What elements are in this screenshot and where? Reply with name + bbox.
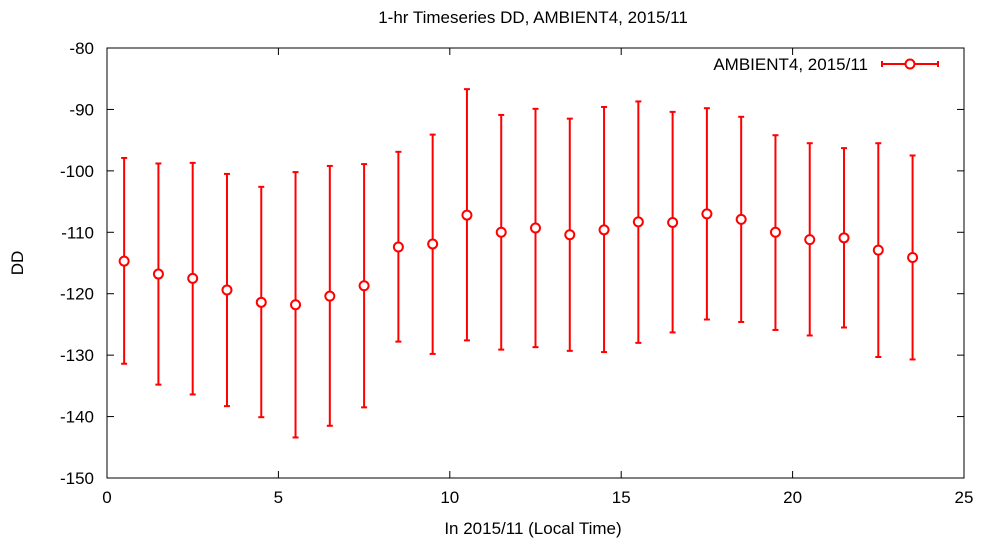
data-point <box>907 154 919 361</box>
point-marker <box>495 226 507 238</box>
data-point <box>667 110 679 334</box>
data-point <box>461 88 473 342</box>
data-point <box>598 105 610 354</box>
point-marker <box>667 216 679 228</box>
point-marker <box>735 213 747 225</box>
data-point <box>495 113 507 351</box>
x-ticks: 0 5 10 15 20 25 <box>102 48 973 507</box>
x-tick-label: 20 <box>783 488 802 507</box>
data-point <box>564 117 576 352</box>
point-marker <box>907 251 919 263</box>
point-marker <box>804 234 816 246</box>
data-point <box>290 171 302 439</box>
data-point <box>872 142 884 358</box>
point-marker <box>598 224 610 236</box>
series-group <box>118 88 919 439</box>
data-point <box>118 156 130 365</box>
data-point <box>358 163 370 409</box>
y-axis-label: DD <box>8 251 27 276</box>
data-point <box>838 147 850 329</box>
data-point <box>530 107 541 349</box>
y-tick-label: -120 <box>60 285 94 304</box>
data-point <box>769 134 781 331</box>
point-marker <box>187 272 199 284</box>
x-tick-label: 25 <box>955 488 974 507</box>
point-marker <box>701 208 713 220</box>
y-tick-label: -150 <box>60 469 94 488</box>
x-axis-label: In 2015/11 (Local Time) <box>444 519 621 538</box>
point-marker <box>427 238 439 250</box>
point-marker <box>152 268 164 280</box>
data-point <box>392 150 404 343</box>
data-point <box>255 185 267 419</box>
data-point <box>221 172 233 408</box>
legend-label: AMBIENT4, 2015/11 <box>713 55 868 74</box>
point-marker <box>255 296 267 308</box>
data-point <box>187 161 199 396</box>
data-point <box>324 164 336 427</box>
point-marker <box>461 209 473 221</box>
data-point <box>804 142 816 337</box>
x-tick-label: 0 <box>102 488 111 507</box>
y-tick-label: -140 <box>60 408 94 427</box>
y-tick-label: -110 <box>61 223 94 242</box>
point-marker <box>290 299 302 311</box>
y-tick-label: -80 <box>69 39 94 58</box>
data-point <box>735 115 747 323</box>
point-marker <box>530 222 541 234</box>
point-marker <box>632 216 644 228</box>
x-tick-label: 5 <box>274 488 283 507</box>
x-tick-label: 10 <box>440 488 459 507</box>
x-tick-label: 15 <box>612 488 631 507</box>
point-marker <box>872 244 884 256</box>
y-ticks: -150 -140 -130 -120 -110 -100 -90 -80 <box>60 39 964 488</box>
legend-circle <box>904 58 916 70</box>
y-tick-label: -100 <box>60 162 94 181</box>
data-point <box>701 107 713 321</box>
chart-title: 1-hr Timeseries DD, AMBIENT4, 2015/11 <box>378 8 688 27</box>
y-tick-label: -130 <box>60 346 94 365</box>
point-marker <box>838 232 850 244</box>
point-marker <box>221 284 233 296</box>
data-point <box>427 133 439 355</box>
point-marker <box>564 229 576 241</box>
point-marker <box>769 226 781 238</box>
plot-frame <box>106 47 965 479</box>
data-point <box>632 100 644 344</box>
point-marker <box>118 255 130 267</box>
data-point <box>152 162 164 386</box>
legend: AMBIENT4, 2015/11 <box>713 55 939 74</box>
point-marker <box>358 280 370 292</box>
point-marker <box>324 290 336 302</box>
legend-marker <box>881 58 939 70</box>
point-marker <box>392 241 404 253</box>
y-tick-label: -90 <box>69 100 94 119</box>
